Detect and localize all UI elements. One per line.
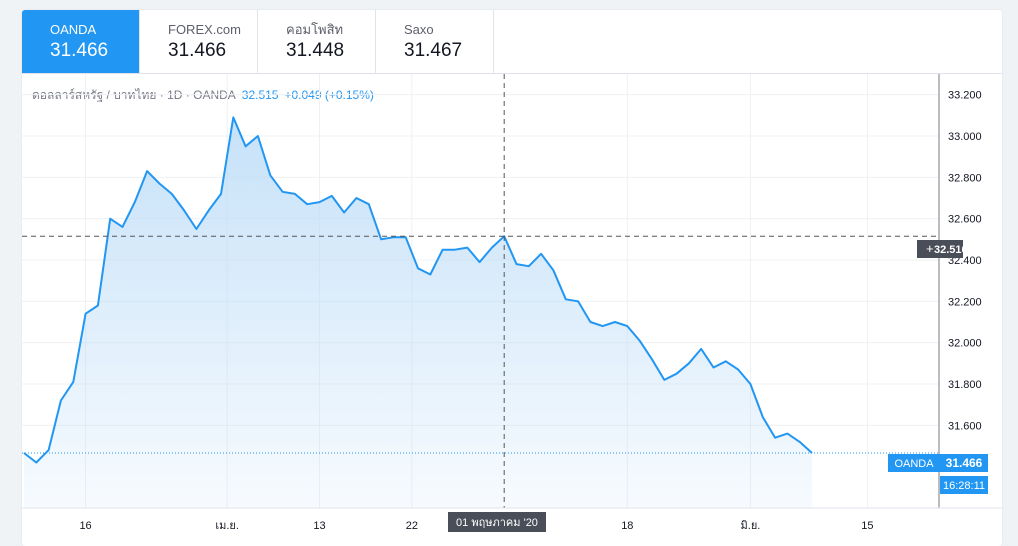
time-axis: 16 เม.ย. 13 22 18 มิ.ย. 15	[79, 520, 873, 532]
tab-composite[interactable]: คอมโพสิท 31.448	[258, 10, 376, 73]
y-tick-label: 33.000	[948, 131, 982, 143]
x-tick-label: เม.ย.	[215, 520, 239, 532]
y-tick-label: 31.600	[948, 420, 982, 432]
x-tick-label: 15	[861, 520, 873, 532]
x-tick-label: 13	[313, 520, 325, 532]
y-tick-label: 33.200	[948, 90, 982, 102]
x-tick-label: 16	[79, 520, 91, 532]
tab-saxo-name: Saxo	[404, 22, 434, 37]
x-tick-label: 22	[406, 520, 418, 532]
last-price-badge: OANDA 31.466 16:28:11	[888, 454, 988, 494]
tab-composite-name: คอมโพสิท	[286, 22, 344, 37]
y-tick-label: 32.200	[948, 296, 982, 308]
source-tabs: OANDA 31.466 FOREX.com 31.466 คอมโพสิท 3…	[22, 10, 1002, 74]
y-tick-label: 32.600	[948, 214, 982, 226]
tab-saxo-value: 31.467	[404, 40, 463, 61]
price-axis: 33.20033.00032.80032.60032.40032.20032.0…	[948, 90, 982, 433]
tab-oanda-name: OANDA	[50, 22, 97, 37]
crosshair-price-badge: + 32.516	[917, 240, 968, 258]
y-tick-label: 32.800	[948, 172, 982, 184]
tab-oanda-value: 31.466	[50, 40, 109, 61]
tab-forex-value: 31.466	[168, 40, 227, 61]
x-tick-label: 18	[621, 520, 633, 532]
plus-icon: +	[926, 241, 934, 256]
y-tick-label: 31.800	[948, 379, 982, 391]
last-price-value: 31.466	[946, 456, 983, 470]
chart-card: OANDA 31.466 FOREX.com 31.466 คอมโพสิท 3…	[22, 10, 1002, 546]
crosshair-date-badge: 01 พฤษภาคม '20	[448, 512, 546, 532]
tab-forex[interactable]: FOREX.com 31.466	[140, 10, 258, 73]
tab-saxo[interactable]: Saxo 31.467	[376, 10, 494, 73]
y-tick-label: 32.000	[948, 338, 982, 350]
bar-countdown: 16:28:11	[943, 480, 985, 492]
last-price-source: OANDA	[894, 458, 934, 470]
x-tick-label: มิ.ย.	[741, 520, 761, 532]
tab-forex-name: FOREX.com	[168, 22, 241, 37]
crosshair-price-label: 32.516	[934, 244, 968, 256]
price-area	[24, 117, 812, 509]
tab-oanda[interactable]: OANDA 31.466	[22, 10, 140, 73]
price-chart[interactable]: 33.20033.00032.80032.60032.40032.20032.0…	[22, 74, 1002, 546]
tab-composite-value: 31.448	[286, 40, 345, 61]
crosshair-date-label: 01 พฤษภาคม '20	[456, 517, 538, 529]
price-line	[23, 116, 813, 464]
